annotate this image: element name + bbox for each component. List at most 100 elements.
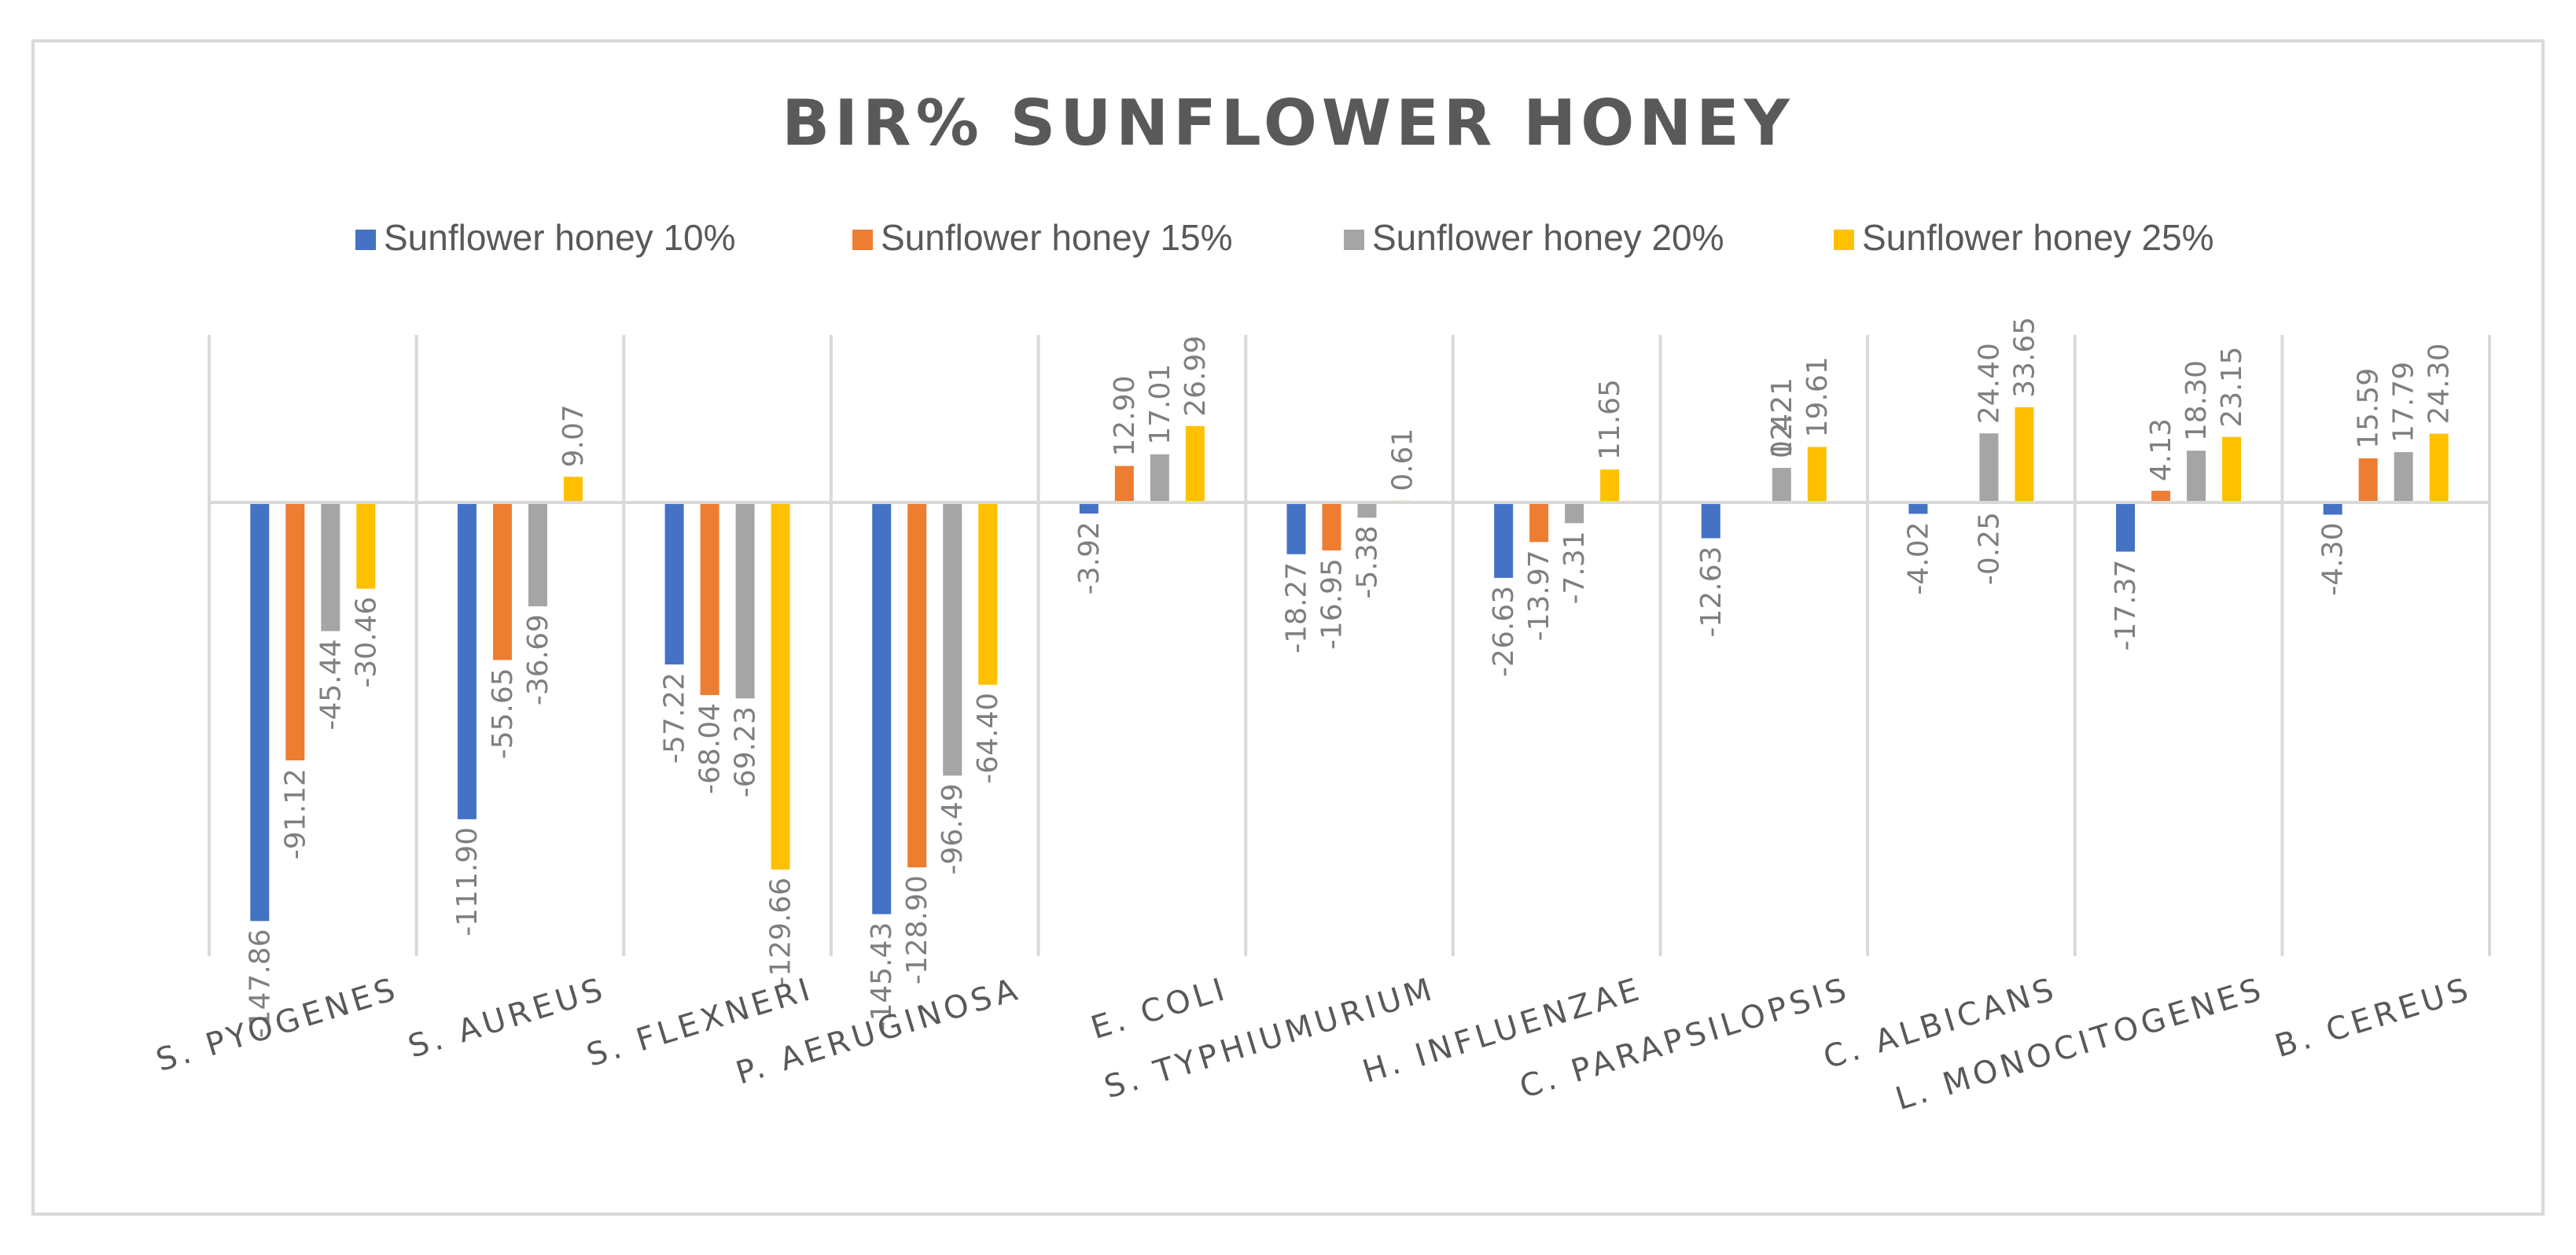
bar-1-4 [872,502,892,915]
bar-3-1 [321,502,340,631]
data-label: 0.42 [1766,396,1798,458]
data-label: -12.63 [1695,546,1728,637]
data-label: -17.37 [2110,560,2142,651]
bar-2-7 [1529,502,1549,543]
data-labels: -147.86 -111.90 -57.22 -145.43 -3.92 -18.27 -2… [244,317,2455,1038]
category-label-5: E. COLI [1087,971,1232,1047]
data-label: 17.01 [1144,364,1176,445]
data-label: -55.65 [487,668,519,759]
data-label: -45.44 [315,639,347,731]
bar-3-10 [2187,451,2206,502]
legend-swatch-3 [1344,230,1364,250]
category-label-1: S. PYOGENES [152,971,403,1079]
data-label: -111.90 [451,827,484,937]
data-label: 15.59 [2353,368,2385,449]
data-label: 11.65 [1594,379,1626,460]
data-label: -18.27 [1281,562,1313,653]
data-label: -57.22 [659,672,691,764]
data-label: 19.61 [1801,356,1834,437]
data-label: 18.30 [2180,360,2213,441]
chart-legend: Sunflower honey 10% Sunflower honey 15% Su… [355,217,2214,258]
data-label: 0.61 [1387,429,1419,491]
data-label: 26.99 [1179,336,1212,417]
bar-3-6 [1357,502,1377,518]
data-label: -7.31 [1558,531,1591,604]
bar-1-7 [1494,502,1514,578]
category-label-10: L. MONOCITOGENES [1892,971,2269,1118]
bar-2-4 [907,502,927,868]
bar-2-1 [285,502,305,761]
bar-3-2 [528,502,547,607]
bar-4-11 [2429,433,2449,502]
bar-3-3 [735,502,755,699]
bar-4-5 [1185,425,1205,502]
bar-3-8 [1772,468,1791,502]
bar-3-11 [2394,451,2413,502]
bar-3-7 [1565,502,1584,524]
data-label: -3.92 [1073,521,1106,594]
data-label: 23.15 [2216,347,2248,428]
data-label: -36.69 [522,614,554,705]
bar-4-1 [356,502,376,589]
data-label: -129.66 [765,878,797,987]
bar-2-10 [2151,491,2171,502]
chart-title: BIR% SUNFLOWER HONEY [782,86,1794,160]
data-label: -5.38 [1352,525,1384,598]
legend-label-2: Sunflower honey 15% [881,217,1233,258]
bar-4-7 [1600,469,1620,502]
legend-swatch-2 [852,230,873,250]
data-label: 12.90 [1109,375,1141,456]
data-label: -0.25 [1973,512,2005,585]
data-label: 24.40 [1973,343,2005,424]
data-label: -145.43 [866,922,898,1032]
bar-1-11 [2323,502,2342,515]
data-label: 4.13 [2145,418,2177,481]
bar-1-6 [1286,502,1306,554]
data-label: -4.30 [2317,522,2350,595]
data-label: 33.65 [2008,317,2041,398]
data-label: -68.04 [694,703,727,794]
bar-1-1 [250,502,270,922]
bar-2-3 [700,502,719,695]
category-label-2: S. AUREUS [404,971,610,1065]
bar-4-10 [2222,436,2242,502]
data-label: -64.40 [972,693,1004,784]
chart-frame: BIR% SUNFLOWER HONEY Sunflower honey 10%… [31,39,2545,1216]
data-label: -128.90 [901,875,933,984]
data-label: 24.30 [2423,343,2456,424]
bar-2-11 [2358,458,2378,502]
bar-1-2 [457,502,477,819]
bar-1-3 [664,502,684,664]
legend-label-3: Sunflower honey 20% [1372,217,1724,258]
bar-4-8 [1807,447,1827,502]
data-label: 17.79 [2388,362,2420,443]
bar-3-9 [1979,433,1999,502]
bar-2-2 [492,502,512,661]
data-label: -91.12 [279,768,311,859]
data-label: -69.23 [730,706,762,797]
legend-swatch-4 [1834,230,1854,250]
category-separators [208,335,2491,956]
legend-label-1: Sunflower honey 10% [384,217,736,258]
bar-4-3 [771,502,790,870]
data-label: -30.46 [350,597,382,688]
data-label: -16.95 [1316,558,1349,650]
data-label: -26.63 [1488,586,1520,677]
bar-1-9 [1908,502,1928,514]
bar-1-10 [2116,502,2136,552]
bar-2-6 [1322,502,1341,551]
bar-4-4 [978,502,998,685]
category-label-11: B. CEREUS [2271,971,2476,1065]
data-label: -147.86 [244,929,276,1038]
data-label: -13.97 [1523,550,1555,641]
bar-1-5 [1079,502,1098,514]
bar-3-5 [1150,454,1169,502]
bar-4-2 [563,477,583,502]
category-label-6: S. TYPHIUMURIUM [1100,971,1439,1106]
bar-4-9 [2015,407,2034,502]
data-label: 12.21 [1766,377,1798,458]
bar-3-4 [943,502,962,776]
legend-swatch-1 [355,230,376,250]
bar-marks [250,407,2449,922]
